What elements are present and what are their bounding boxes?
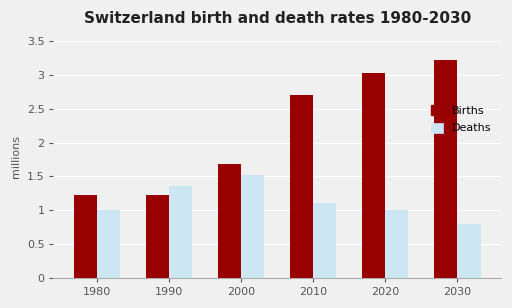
Bar bbox=[241, 175, 264, 278]
Legend: Births, Deaths: Births, Deaths bbox=[427, 101, 495, 138]
Bar bbox=[362, 74, 386, 278]
Bar bbox=[97, 210, 120, 278]
Title: Switzerland birth and death rates 1980-2030: Switzerland birth and death rates 1980-2… bbox=[83, 11, 471, 26]
Bar bbox=[146, 195, 169, 278]
Bar bbox=[457, 224, 481, 278]
Bar bbox=[290, 95, 313, 278]
Bar bbox=[218, 164, 241, 278]
Bar bbox=[313, 203, 336, 278]
Bar bbox=[434, 60, 457, 278]
Bar bbox=[169, 187, 192, 278]
Bar bbox=[74, 195, 97, 278]
Bar bbox=[386, 210, 409, 278]
Y-axis label: millions: millions bbox=[11, 135, 21, 177]
